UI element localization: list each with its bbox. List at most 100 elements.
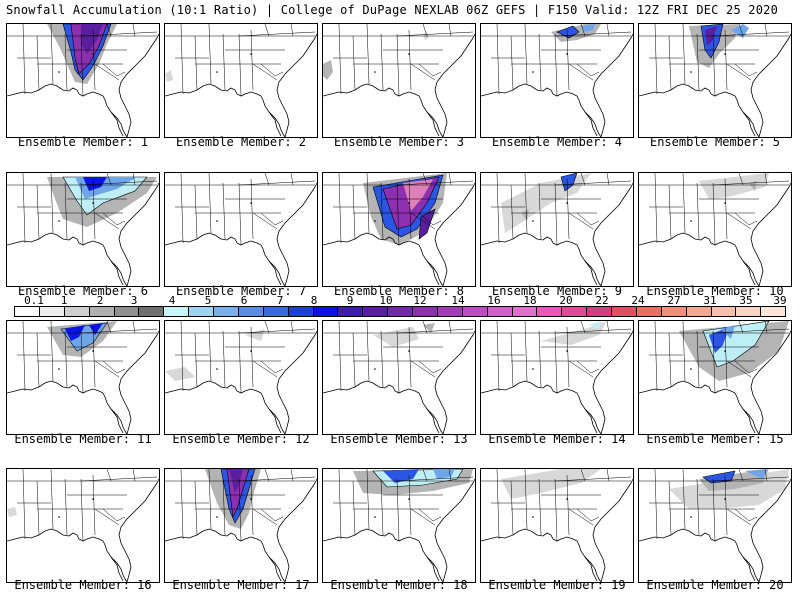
ensemble-map-panel [638, 320, 792, 435]
ensemble-member-label: Ensemble Member: 6 [17, 284, 149, 298]
snowfall-map [165, 469, 317, 582]
ensemble-member-label: Ensemble Member: 20 [646, 578, 784, 592]
ensemble-map-panel [480, 320, 634, 435]
snowfall-map [481, 24, 633, 137]
snowfall-map [639, 173, 791, 286]
product-title: Snowfall Accumulation (10:1 Ratio) | Col… [6, 3, 459, 17]
colorbar-tick-label: 5 [204, 294, 212, 307]
colorbar-tick-label: 16 [487, 294, 501, 307]
ensemble-member-label: Ensemble Member: 8 [333, 284, 465, 298]
ensemble-member-label: Ensemble Member: 17 [172, 578, 310, 592]
colorbar-swatch [288, 307, 314, 316]
ensemble-map-panel [6, 468, 160, 583]
colorbar-labels: 0.1 1 2 3 4 5 6 7 8 9 10 12 14 16 18 20 22 24 27 31 35 39 [14, 294, 787, 307]
snowfall-colorbar [14, 306, 786, 317]
colorbar-swatch [139, 307, 165, 316]
colorbar-swatch [736, 307, 762, 316]
colorbar-swatch [164, 307, 190, 316]
colorbar-swatch [39, 307, 65, 316]
snowfall-map [323, 321, 475, 434]
ensemble-map-panel [480, 468, 634, 583]
ensemble-map-panel [480, 23, 634, 138]
colorbar-tick-label: 8 [310, 294, 318, 307]
snowfall-map [165, 173, 317, 286]
snowfall-map [481, 469, 633, 582]
colorbar-swatch [562, 307, 588, 316]
colorbar-swatch [363, 307, 389, 316]
colorbar-tick-label: 20 [559, 294, 573, 307]
valid-time-label: 06Z GEFS | F150 Valid: 12Z FRI DEC 25 20… [466, 3, 778, 17]
snowfall-map [481, 173, 633, 286]
snowfall-map [165, 321, 317, 434]
colorbar-swatch [612, 307, 637, 316]
colorbar-swatch [686, 307, 712, 316]
snowfall-map [7, 24, 159, 137]
snowfall-map [323, 173, 475, 286]
snowfall-map [323, 469, 475, 582]
colorbar-tick-label: 31 [703, 294, 717, 307]
ensemble-member-label: Ensemble Member: 9 [491, 284, 623, 298]
colorbar-swatch [413, 307, 438, 316]
ensemble-member-label: Ensemble Member: 12 [172, 432, 310, 446]
colorbar-swatch [437, 307, 463, 316]
snowfall-map [165, 24, 317, 137]
colorbar-swatch [537, 307, 563, 316]
ensemble-member-label: Ensemble Member: 10 [646, 284, 784, 298]
ensemble-map-panel [164, 23, 318, 138]
colorbar-swatch [587, 307, 612, 316]
colorbar-tick-label: 14 [451, 294, 465, 307]
colorbar-tick-label: 18 [523, 294, 537, 307]
colorbar-swatch [761, 307, 786, 316]
colorbar-swatch [114, 307, 140, 316]
colorbar-tick-label: 6 [240, 294, 248, 307]
snowfall-map [7, 173, 159, 286]
colorbar-tick-label: 7 [276, 294, 284, 307]
snowfall-map [639, 24, 791, 137]
ensemble-map-panel [164, 320, 318, 435]
ensemble-member-label: Ensemble Member: 13 [330, 432, 468, 446]
colorbar-swatch [214, 307, 239, 316]
colorbar-swatch [189, 307, 214, 316]
colorbar-tick-label: 10 [379, 294, 393, 307]
ensemble-member-label: Ensemble Member: 1 [17, 135, 149, 149]
colorbar-tick-label: 2 [96, 294, 104, 307]
ensemble-map-panel [638, 23, 792, 138]
ensemble-member-label: Ensemble Member: 2 [175, 135, 307, 149]
colorbar-swatch [338, 307, 364, 316]
snowfall-map [323, 24, 475, 137]
ensemble-member-label: Ensemble Member: 5 [649, 135, 781, 149]
ensemble-member-label: Ensemble Member: 15 [646, 432, 784, 446]
colorbar-swatch [89, 307, 115, 316]
colorbar-tick-label: 39 [773, 294, 787, 307]
colorbar-tick-label: 35 [739, 294, 753, 307]
colorbar-swatch [512, 307, 538, 316]
ensemble-map-panel [6, 320, 160, 435]
colorbar-tick-label: 12 [413, 294, 427, 307]
snowfall-map [481, 321, 633, 434]
ensemble-map-panel [638, 172, 792, 287]
colorbar-tick-label: 27 [667, 294, 681, 307]
colorbar-swatch [636, 307, 662, 316]
ensemble-member-label: Ensemble Member: 4 [491, 135, 623, 149]
colorbar-swatch [238, 307, 264, 316]
ensemble-map-panel [6, 172, 160, 287]
ensemble-map-panel [6, 23, 160, 138]
ensemble-member-label: Ensemble Member: 14 [488, 432, 626, 446]
ensemble-map-panel [322, 468, 476, 583]
ensemble-map-panel [322, 23, 476, 138]
colorbar-swatch [313, 307, 339, 316]
colorbar-swatch [15, 307, 40, 316]
colorbar-tick-label: 9 [346, 294, 354, 307]
colorbar-tick-label: 22 [595, 294, 609, 307]
colorbar-tick-label: 3 [130, 294, 138, 307]
ensemble-map-panel [480, 172, 634, 287]
colorbar-tick-label: 0.1 [24, 294, 44, 307]
ensemble-member-label: Ensemble Member: 16 [14, 578, 152, 592]
ensemble-map-panel [322, 172, 476, 287]
ensemble-member-label: Ensemble Member: 7 [175, 284, 307, 298]
ensemble-map-panel [164, 172, 318, 287]
ensemble-map-panel [322, 320, 476, 435]
colorbar-swatch [711, 307, 737, 316]
snowfall-map [7, 321, 159, 434]
colorbar-swatch [64, 307, 90, 316]
